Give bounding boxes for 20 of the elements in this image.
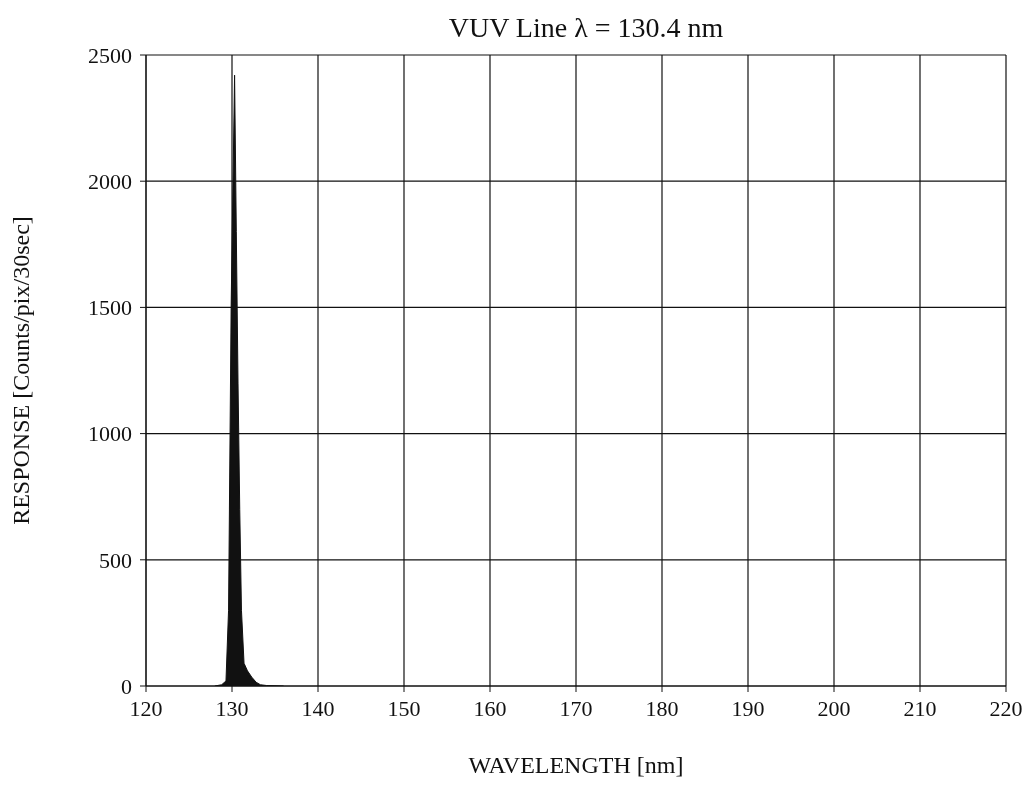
x-tick-label: 200 [817, 695, 851, 721]
y-tick-label: 1500 [88, 295, 132, 321]
chart-title: VUV Line λ = 130.4 nm [447, 12, 725, 44]
x-tick-label: 190 [731, 695, 765, 721]
y-tick-label: 2500 [88, 42, 132, 68]
y-tick-label: 500 [99, 547, 132, 573]
x-tick-label: 180 [645, 695, 679, 721]
y-tick-label: 2000 [88, 169, 132, 195]
x-axis-title: WAVELENGTH [nm] [468, 752, 684, 779]
x-tick-label: 160 [473, 695, 507, 721]
x-tick-label: 150 [387, 695, 421, 721]
y-tick-label: 0 [121, 673, 132, 699]
x-tick-label: 210 [903, 695, 937, 721]
x-tick-label: 220 [989, 695, 1023, 721]
y-tick-label: 1000 [88, 421, 132, 447]
x-tick-label: 130 [215, 695, 249, 721]
x-tick-label: 140 [301, 695, 335, 721]
y-axis-title: RESPONSE [Counts/pix/30sec] [7, 216, 34, 525]
x-tick-label: 170 [559, 695, 593, 721]
x-tick-label: 120 [129, 695, 163, 721]
